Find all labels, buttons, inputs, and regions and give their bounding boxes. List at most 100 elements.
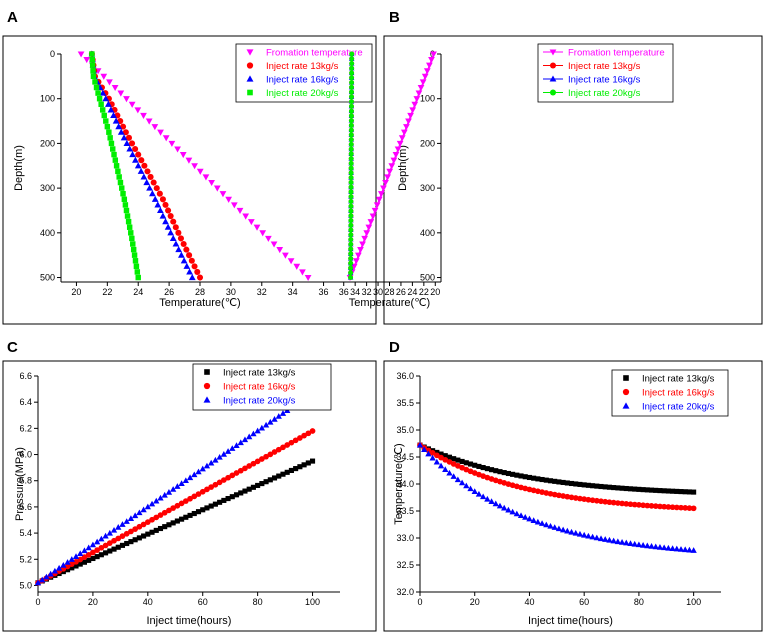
data-point (572, 529, 579, 536)
data-point (348, 198, 354, 204)
data-point (183, 246, 190, 253)
data-point (467, 461, 474, 467)
data-point (275, 446, 282, 453)
data-point (116, 174, 122, 180)
data-point (159, 212, 167, 219)
data-point (652, 543, 659, 550)
data-point (117, 179, 124, 186)
data-point (179, 516, 185, 522)
data-point (569, 480, 575, 487)
y-axis-label: Depth(m) (397, 145, 409, 191)
legend-marker (549, 49, 557, 56)
data-point (151, 195, 159, 202)
data-point (665, 504, 672, 510)
legend: Inject rate 13kg/s Inject rate 16kg/s Inje… (192, 363, 332, 411)
data-point (348, 179, 354, 185)
data-point (123, 530, 130, 537)
data-point (442, 453, 448, 459)
data-point (132, 258, 139, 264)
data-point (233, 442, 240, 448)
y-tick-label: 32.5 (396, 560, 414, 570)
data-point (107, 106, 115, 113)
data-point (141, 533, 147, 539)
data-point (101, 112, 107, 119)
data-point (653, 487, 659, 493)
data-point (225, 196, 233, 203)
data-point (117, 90, 125, 97)
data-point (363, 230, 371, 237)
data-point (156, 190, 163, 197)
data-point (182, 498, 189, 504)
data-point (509, 508, 516, 515)
data-point (279, 410, 287, 416)
data-point (224, 448, 232, 454)
data-point (348, 241, 354, 247)
data-point (615, 485, 621, 491)
data-point (373, 202, 381, 209)
data-point (98, 544, 105, 551)
data-point (90, 555, 96, 562)
data-point (64, 559, 71, 565)
data-point (280, 471, 286, 477)
data-point (195, 509, 202, 515)
data-point (217, 499, 223, 505)
data-point (451, 456, 457, 462)
data-point (564, 480, 570, 486)
data-point (446, 459, 453, 465)
data-point (144, 519, 151, 525)
data-point (564, 493, 571, 500)
data-point (423, 68, 431, 75)
data-point (433, 458, 440, 465)
data-point (119, 542, 126, 548)
data-point (606, 536, 613, 543)
data-point (501, 470, 507, 476)
data-point (167, 213, 174, 220)
data-point (174, 518, 180, 524)
panel-letter: C (7, 339, 18, 356)
data-point (153, 497, 160, 504)
data-point (196, 168, 204, 175)
data-point (259, 456, 265, 462)
data-point (359, 241, 366, 248)
data-point (348, 103, 354, 109)
data-point (627, 501, 634, 508)
data-point (458, 479, 466, 486)
data-point (263, 479, 269, 485)
data-point (92, 79, 98, 85)
data-point (85, 551, 92, 558)
legend-label: Inject rate 16kg/s (568, 75, 641, 86)
data-point (348, 237, 354, 242)
data-point (348, 156, 354, 162)
data-point (348, 203, 354, 209)
legend-label: Fromation temperature (568, 48, 665, 59)
data-point (297, 464, 303, 470)
x-tick-label: 28 (195, 287, 205, 297)
data-point (43, 573, 50, 580)
data-point (89, 62, 96, 68)
data-point (388, 163, 396, 170)
data-point (484, 466, 490, 472)
data-point (191, 471, 198, 478)
data-point (425, 450, 432, 457)
data-point (581, 531, 588, 538)
data-point (262, 421, 270, 428)
data-point (130, 246, 137, 253)
data-point (73, 563, 79, 569)
data-point (535, 476, 541, 482)
legend-marker (204, 369, 210, 375)
data-point (429, 454, 436, 461)
data-point (348, 141, 354, 147)
data-point (220, 477, 227, 483)
data-point (282, 252, 289, 259)
data-point (147, 173, 154, 180)
data-point (428, 57, 435, 64)
data-point (674, 488, 680, 494)
data-point (670, 488, 676, 494)
data-point (531, 475, 537, 481)
data-point (375, 196, 383, 203)
data-point (124, 213, 131, 219)
y-tick-label: 200 (40, 138, 55, 148)
data-point (172, 240, 180, 247)
legend-label: Inject rate 13kg/s (266, 61, 339, 72)
x-tick-label: 22 (102, 287, 112, 297)
